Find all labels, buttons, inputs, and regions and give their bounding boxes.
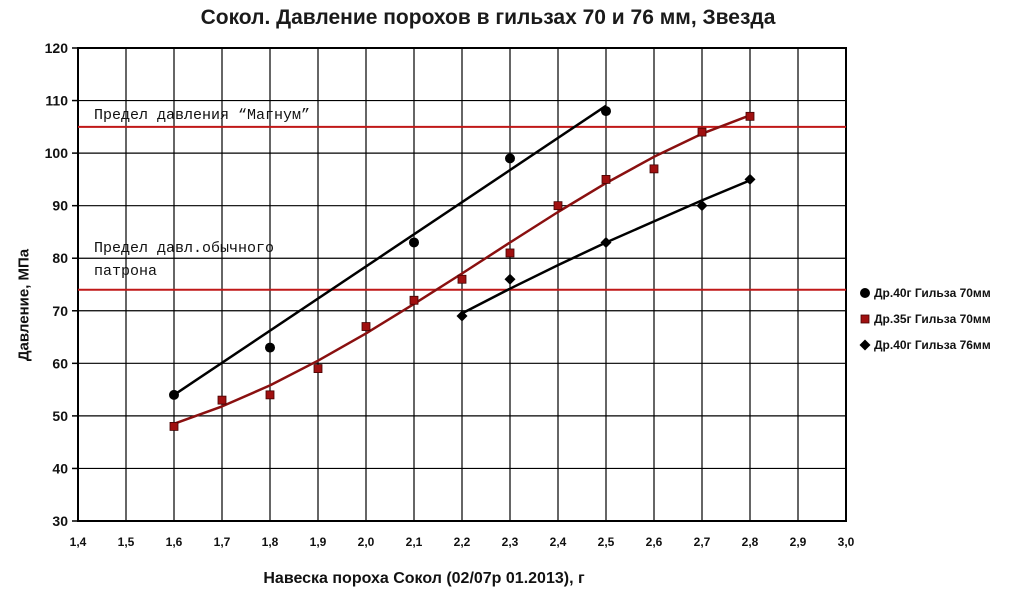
- tick-labels: 1,4 1,5 1,6 1,7 1,8 1,9 2,0 2,1 2,2 2,3 2,4 2,5 2,6 2…: [45, 40, 855, 549]
- legend-item: Др.40г Гильза 76мм: [858, 332, 1018, 358]
- x-tick-label: 2,4: [550, 535, 567, 549]
- x-tick-label: 2,5: [598, 535, 615, 549]
- data-markers: [169, 106, 756, 431]
- y-tick-label: 100: [45, 145, 69, 161]
- data-point: [217, 395, 227, 405]
- legend-label: Др.40г Гильза 70мм: [874, 286, 991, 300]
- chart-title: Сокол. Давление порохов в гильзах 70 и 7…: [200, 6, 776, 29]
- legend-marker-icon: [860, 314, 870, 324]
- plot-border: [77, 47, 847, 522]
- x-tick-label: 1,4: [70, 535, 87, 549]
- y-tick-label: 30: [52, 513, 68, 529]
- legend-label: Др.35г Гильза 70мм: [874, 312, 991, 326]
- data-point: [745, 111, 755, 121]
- x-tick-label: 1,9: [310, 535, 327, 549]
- x-tick-label: 1,8: [262, 535, 279, 549]
- data-point: [265, 390, 275, 400]
- data-point: [265, 342, 275, 353]
- data-point: [361, 322, 371, 331]
- x-tick-label: 2,0: [358, 535, 375, 549]
- x-tick-label: 3,0: [838, 535, 855, 549]
- data-point: [169, 421, 179, 431]
- legend-marker-icon: [860, 288, 870, 298]
- y-tick-label: 110: [45, 93, 68, 109]
- legend-marker: [859, 339, 871, 351]
- reference-line-label: патрона: [94, 263, 157, 280]
- data-point: [601, 106, 611, 117]
- data-point: [600, 236, 612, 248]
- data-point: [696, 200, 708, 212]
- data-point: [504, 273, 516, 285]
- data-point: [457, 274, 467, 284]
- legend: Др.40г Гильза 70мм Др.35г Гильза 70мм Др.4…: [858, 280, 1018, 358]
- x-tick-label: 2,8: [742, 535, 759, 549]
- legend-item: Др.40г Гильза 70мм: [858, 280, 1018, 306]
- reference-annotations: Предел давления “Магнум” Предел давл.обыч…: [94, 107, 310, 280]
- reference-line-label: Предел давления “Магнум”: [94, 107, 310, 124]
- y-tick-label: 50: [52, 408, 68, 424]
- y-tick-label: 60: [52, 355, 68, 371]
- legend-item: Др.35г Гильза 70мм: [858, 306, 1018, 332]
- y-tick-label: 40: [52, 460, 68, 476]
- trend-line: [173, 114, 751, 425]
- x-tick-label: 2,2: [454, 535, 471, 549]
- x-tick-label: 2,3: [502, 535, 519, 549]
- y-tick-label: 80: [52, 250, 68, 266]
- reference-line-label: Предел давл.обычного: [94, 240, 274, 257]
- x-tick-label: 2,1: [406, 535, 423, 549]
- data-point: [409, 237, 419, 248]
- data-point: [601, 174, 611, 184]
- data-point: [505, 248, 515, 258]
- x-axis-label: Навеска пороха Сокол (02/07р 01.2013), г: [263, 570, 585, 587]
- y-tick-label: 90: [52, 198, 68, 214]
- legend-label: Др.40г Гильза 76мм: [874, 338, 991, 352]
- data-point: [169, 389, 179, 400]
- y-tick-label: 120: [45, 40, 69, 56]
- trend-line: [173, 104, 607, 396]
- x-tick-label: 1,6: [166, 535, 183, 549]
- x-tick-label: 2,9: [790, 535, 807, 549]
- x-tick-label: 2,6: [646, 535, 663, 549]
- data-point: [456, 310, 468, 322]
- data-point: [313, 364, 323, 373]
- legend-marker: [860, 288, 870, 298]
- data-point: [697, 127, 707, 137]
- legend-marker-icon: [859, 339, 871, 351]
- data-point: [505, 153, 515, 164]
- data-point: [553, 201, 563, 211]
- x-tick-label: 1,7: [214, 535, 231, 549]
- data-point: [409, 295, 419, 305]
- data-point: [649, 164, 659, 174]
- y-tick-label: 70: [52, 303, 68, 319]
- x-tick-label: 1,5: [118, 535, 135, 549]
- legend-marker: [860, 314, 870, 324]
- x-tick-label: 2,7: [694, 535, 711, 549]
- data-point: [744, 173, 756, 185]
